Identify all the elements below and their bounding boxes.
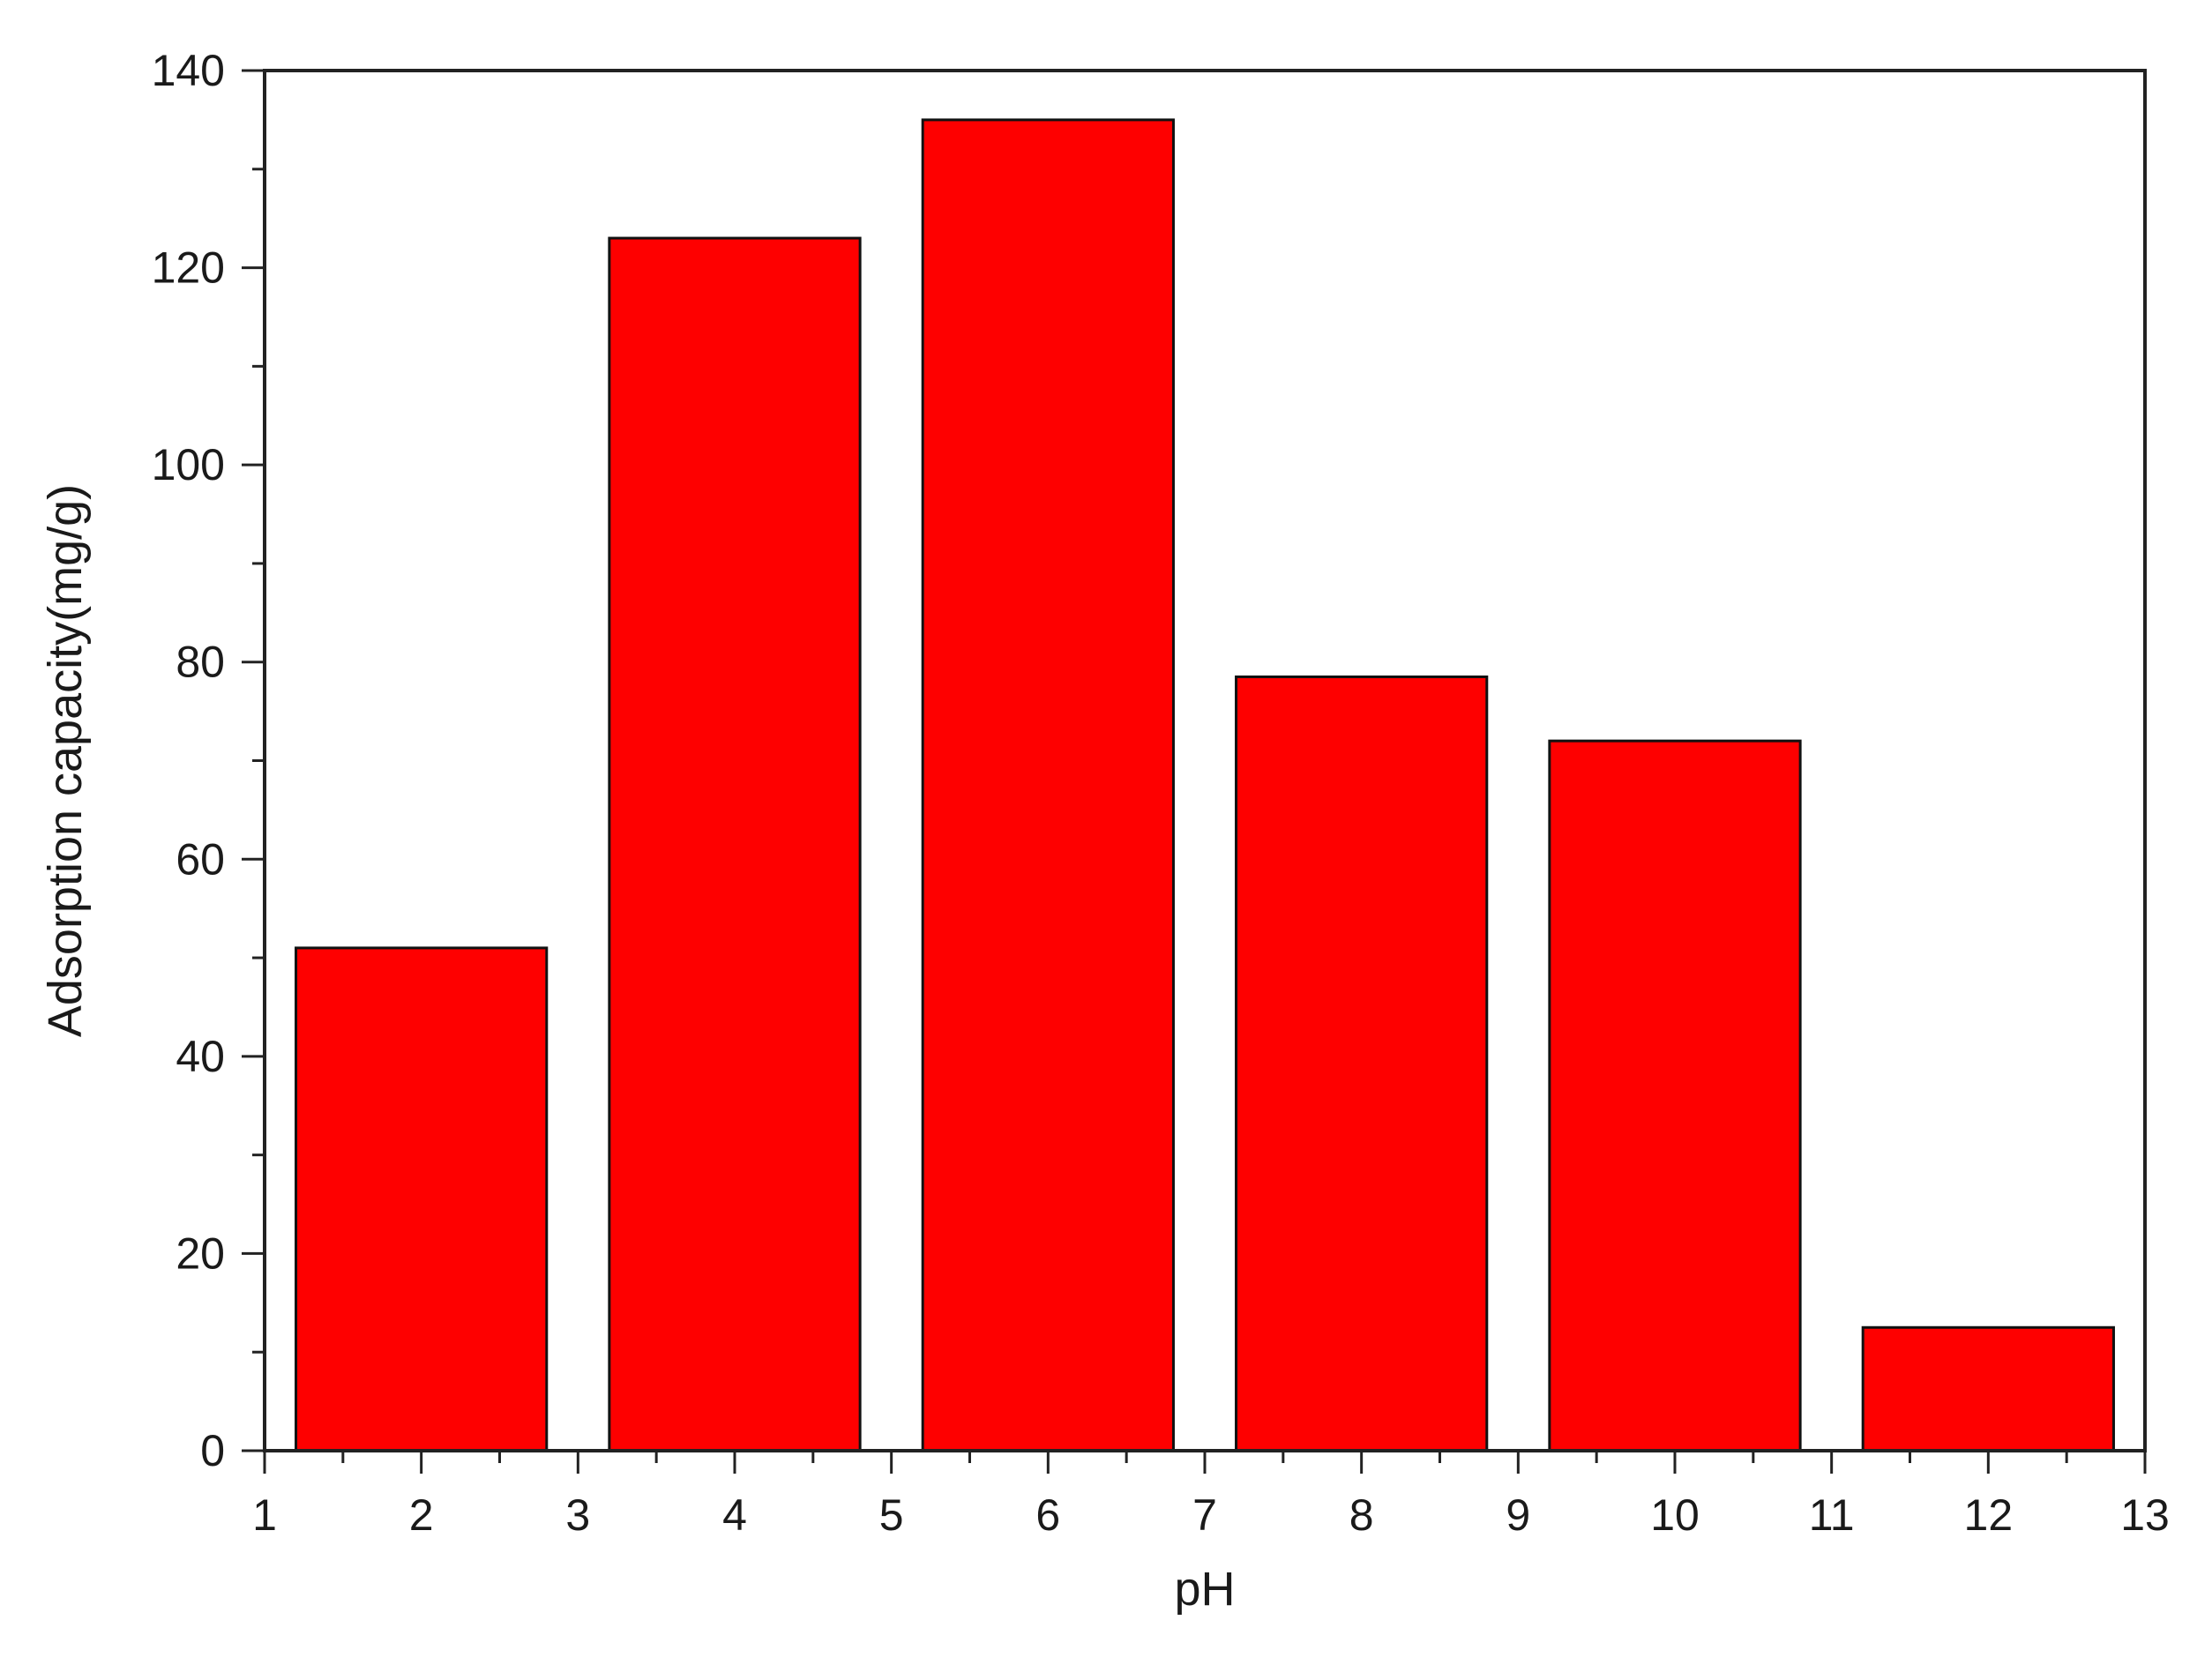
bar-ph-4 bbox=[608, 236, 862, 1452]
bars-group bbox=[295, 118, 2115, 1452]
y-tick-label: 20 bbox=[176, 1228, 225, 1278]
y-tick-label: 140 bbox=[152, 46, 225, 95]
plot-frame bbox=[263, 69, 2147, 1452]
x-tick-label: 7 bbox=[1192, 1490, 1217, 1540]
x-tick-label: 5 bbox=[879, 1490, 904, 1540]
x-tick-label: 12 bbox=[1964, 1490, 2014, 1540]
x-tick-label: 9 bbox=[1506, 1490, 1530, 1540]
x-tick-label: 2 bbox=[409, 1490, 434, 1540]
x-tick-label: 8 bbox=[1349, 1490, 1374, 1540]
y-tick-label: 40 bbox=[176, 1032, 225, 1081]
x-tick-label: 13 bbox=[2120, 1490, 2170, 1540]
ticks-group bbox=[242, 69, 2147, 1474]
y-tick-label: 60 bbox=[176, 834, 225, 884]
y-tick-label: 100 bbox=[152, 440, 225, 489]
bar-ph-2 bbox=[295, 946, 549, 1452]
x-tick-label: 4 bbox=[722, 1490, 747, 1540]
y-axis-label: Adsorption capacity(mg/g) bbox=[39, 484, 92, 1037]
y-tick-label: 120 bbox=[152, 243, 225, 293]
bar-ph-12 bbox=[1861, 1325, 2115, 1452]
bar-ph-10 bbox=[1548, 739, 1802, 1452]
x-tick-label: 3 bbox=[565, 1490, 590, 1540]
bar-ph-8 bbox=[1235, 675, 1489, 1452]
x-tick-label: 6 bbox=[1035, 1490, 1060, 1540]
x-tick-label: 1 bbox=[252, 1490, 277, 1540]
bar-ph-6 bbox=[921, 118, 1175, 1452]
y-tick-label: 80 bbox=[176, 638, 225, 687]
x-axis-label: pH bbox=[1174, 1563, 1235, 1616]
y-tick-label: 0 bbox=[200, 1426, 225, 1475]
x-tick-label: 10 bbox=[1650, 1490, 1700, 1540]
x-tick-label: 11 bbox=[1809, 1490, 1855, 1540]
